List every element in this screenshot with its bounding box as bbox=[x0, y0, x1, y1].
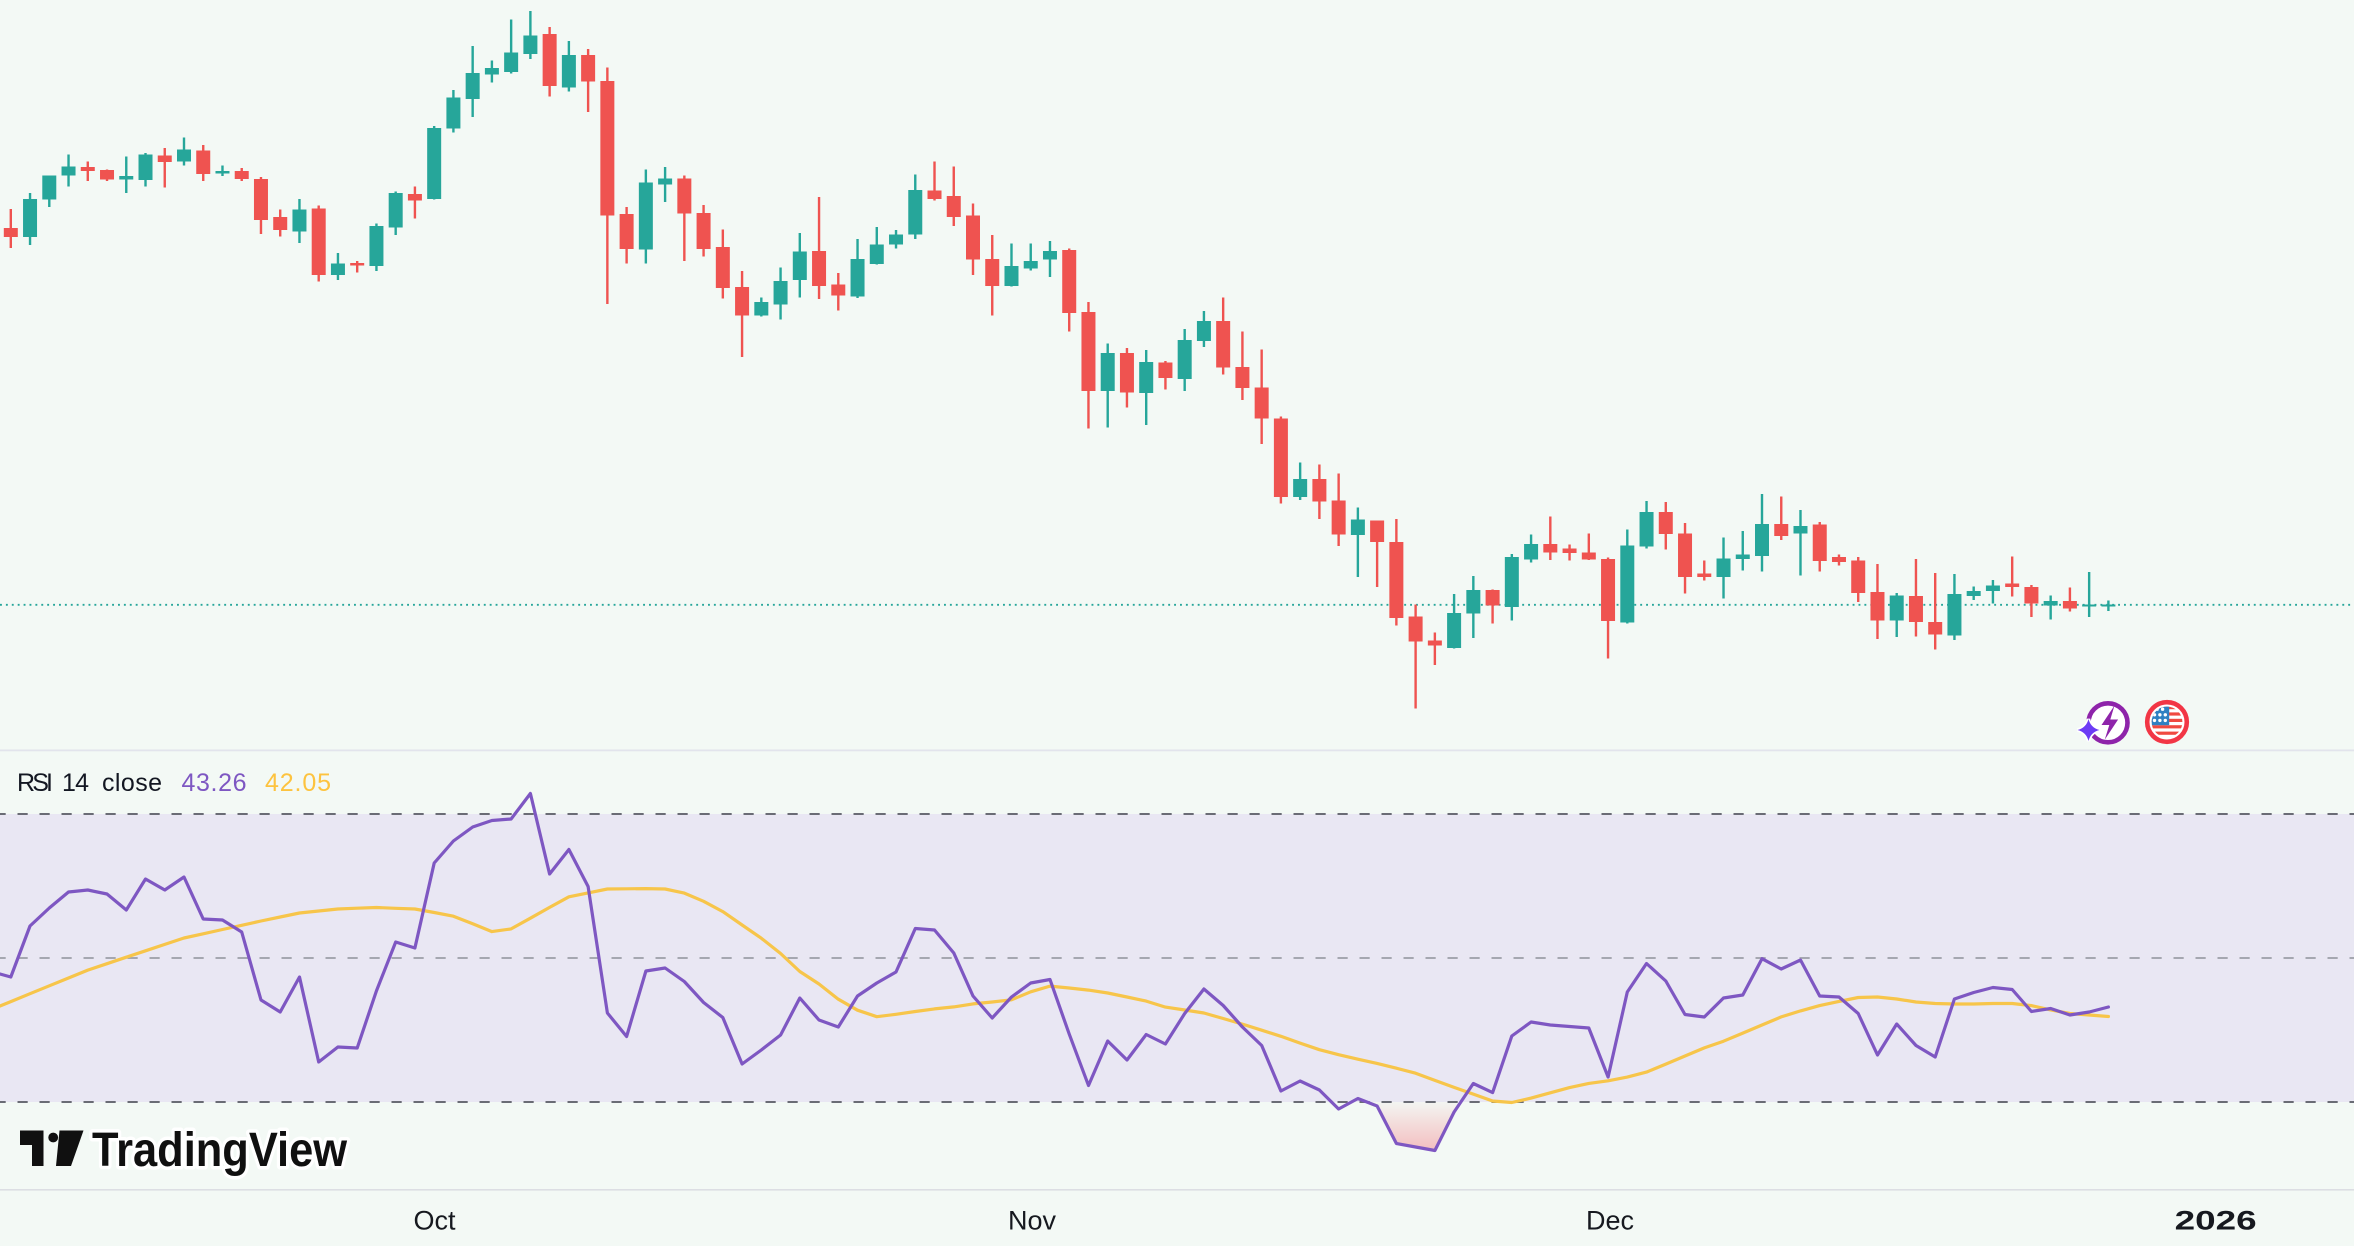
svg-text:TradingView: TradingView bbox=[92, 1124, 348, 1177]
svg-text:RSI: RSI bbox=[17, 769, 53, 797]
svg-text:14: 14 bbox=[62, 769, 89, 797]
svg-text:Oct: Oct bbox=[413, 1206, 456, 1236]
svg-text:43.26: 43.26 bbox=[182, 769, 247, 797]
svg-text:2026: 2026 bbox=[2175, 1206, 2257, 1236]
svg-text:close: close bbox=[102, 769, 162, 797]
svg-text:Nov: Nov bbox=[1008, 1206, 1057, 1236]
svg-text:42.05: 42.05 bbox=[265, 769, 331, 797]
svg-text:Dec: Dec bbox=[1586, 1206, 1634, 1236]
